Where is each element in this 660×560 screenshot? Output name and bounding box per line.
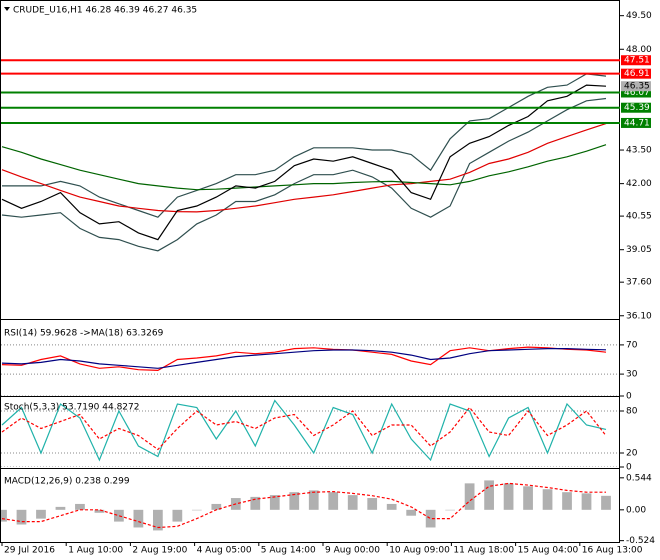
series-line xyxy=(1,97,607,252)
y-tick-label: 39.05 xyxy=(626,245,652,255)
last-price-label: 46.35 xyxy=(624,82,650,92)
histogram-bar xyxy=(484,480,494,510)
y-tick-label: 80 xyxy=(626,407,638,417)
histogram-bar xyxy=(445,509,455,511)
level-label: 47.51 xyxy=(624,56,650,66)
histogram-bar xyxy=(75,503,85,510)
x-tick-label: 5 Aug 14:00 xyxy=(261,546,316,556)
y-tick-label: 0.00 xyxy=(626,505,646,515)
histogram-bar xyxy=(1,509,7,522)
last-price-badge xyxy=(621,81,651,92)
y-tick-label: 49.50 xyxy=(626,11,652,21)
level-badge xyxy=(621,117,651,128)
x-tick-label: 1 Aug 10:00 xyxy=(68,546,123,556)
histogram-bar xyxy=(16,509,27,525)
y-tick-label: 37.60 xyxy=(626,278,652,288)
x-tick-label: 10 Aug 09:00 xyxy=(389,546,450,556)
histogram-bar xyxy=(503,483,514,510)
y-tick-label: 43.50 xyxy=(626,146,652,156)
series-line xyxy=(1,123,607,213)
histogram-bar xyxy=(55,506,66,510)
histogram-bar xyxy=(406,509,417,516)
level-label: 46.91 xyxy=(624,69,650,79)
histogram-bar xyxy=(269,495,280,510)
histogram-bar xyxy=(328,492,339,510)
histogram-bar xyxy=(542,489,553,510)
plot xyxy=(1,73,607,252)
x-tick-label: 29 Jul 2016 xyxy=(4,546,55,556)
series-line xyxy=(1,346,607,372)
histogram-bar xyxy=(36,509,46,519)
level-label: 44.71 xyxy=(624,118,650,128)
x-tick-label: 9 Aug 00:00 xyxy=(325,546,380,556)
panel-title: CRUDE_U16,H1 46.28 46.39 46.27 46.35 xyxy=(13,6,197,16)
series-line xyxy=(1,399,607,462)
y-tick-label: 0 xyxy=(626,463,632,473)
histogram-bar xyxy=(347,495,358,510)
x-tick-label: 16 Aug 13:00 xyxy=(582,546,643,556)
histogram-bar xyxy=(581,493,592,510)
panel-title: Stoch(5,3,3) 53.7190 44.8272 xyxy=(4,403,139,413)
y-tick-label: 30 xyxy=(626,370,638,380)
frame xyxy=(0,0,620,543)
histogram-bar xyxy=(601,495,611,510)
plot xyxy=(1,480,611,531)
histogram-bar xyxy=(367,498,378,510)
histogram-bar xyxy=(523,486,533,510)
x-tick-label: 15 Aug 04:00 xyxy=(518,546,579,556)
histogram-bar xyxy=(386,503,397,510)
series-line xyxy=(1,406,607,451)
level-label: 45.39 xyxy=(624,103,650,113)
y-tick-label: 48.00 xyxy=(626,45,652,55)
y-tick-label: 40.55 xyxy=(626,212,652,222)
series-line xyxy=(2,73,607,218)
y-tick-label: -0.524 xyxy=(626,536,655,546)
histogram-bar xyxy=(250,496,261,510)
series-line xyxy=(1,84,607,241)
level-badge xyxy=(621,55,651,66)
panel-title: RSI(14) 59.9628 ->MA(18) 63.3269 xyxy=(4,329,164,339)
series-line xyxy=(1,348,607,369)
y-tick-label: 36.10 xyxy=(626,311,652,321)
histogram-bar xyxy=(191,509,202,511)
level-badge xyxy=(621,102,651,113)
level-badge xyxy=(621,87,651,98)
y-tick-label: 42.00 xyxy=(626,179,652,189)
panel-title: MACD(12,26,9) 0.238 0.299 xyxy=(4,477,130,487)
y-tick-label: 0 xyxy=(626,392,632,402)
x-tick-label: 11 Aug 18:00 xyxy=(453,546,514,556)
histogram-bar xyxy=(133,509,144,528)
y-tick-label: 70 xyxy=(626,340,638,350)
histogram-bar xyxy=(153,509,163,531)
x-tick-label: 4 Aug 05:00 xyxy=(197,546,252,556)
histogram-bar xyxy=(425,509,436,528)
histogram-bar xyxy=(94,509,105,513)
x-tick-label: 2 Aug 19:00 xyxy=(132,546,187,556)
plot xyxy=(1,344,619,396)
histogram-bar xyxy=(562,492,572,510)
histogram-bar xyxy=(211,503,222,510)
y-tick-label: 0.544 xyxy=(626,473,652,483)
menu-arrow xyxy=(4,7,10,11)
series-line xyxy=(1,144,607,191)
plot xyxy=(1,399,619,467)
histogram-bar xyxy=(172,509,183,522)
histogram-bar xyxy=(289,492,300,510)
y-tick-label: 20 xyxy=(626,449,638,459)
histogram-bar xyxy=(308,490,319,510)
level-label: 46.07 xyxy=(624,88,650,98)
level-badge xyxy=(621,68,651,79)
series-line xyxy=(1,482,606,529)
histogram-bar xyxy=(114,509,124,522)
histogram-bar xyxy=(464,483,475,510)
